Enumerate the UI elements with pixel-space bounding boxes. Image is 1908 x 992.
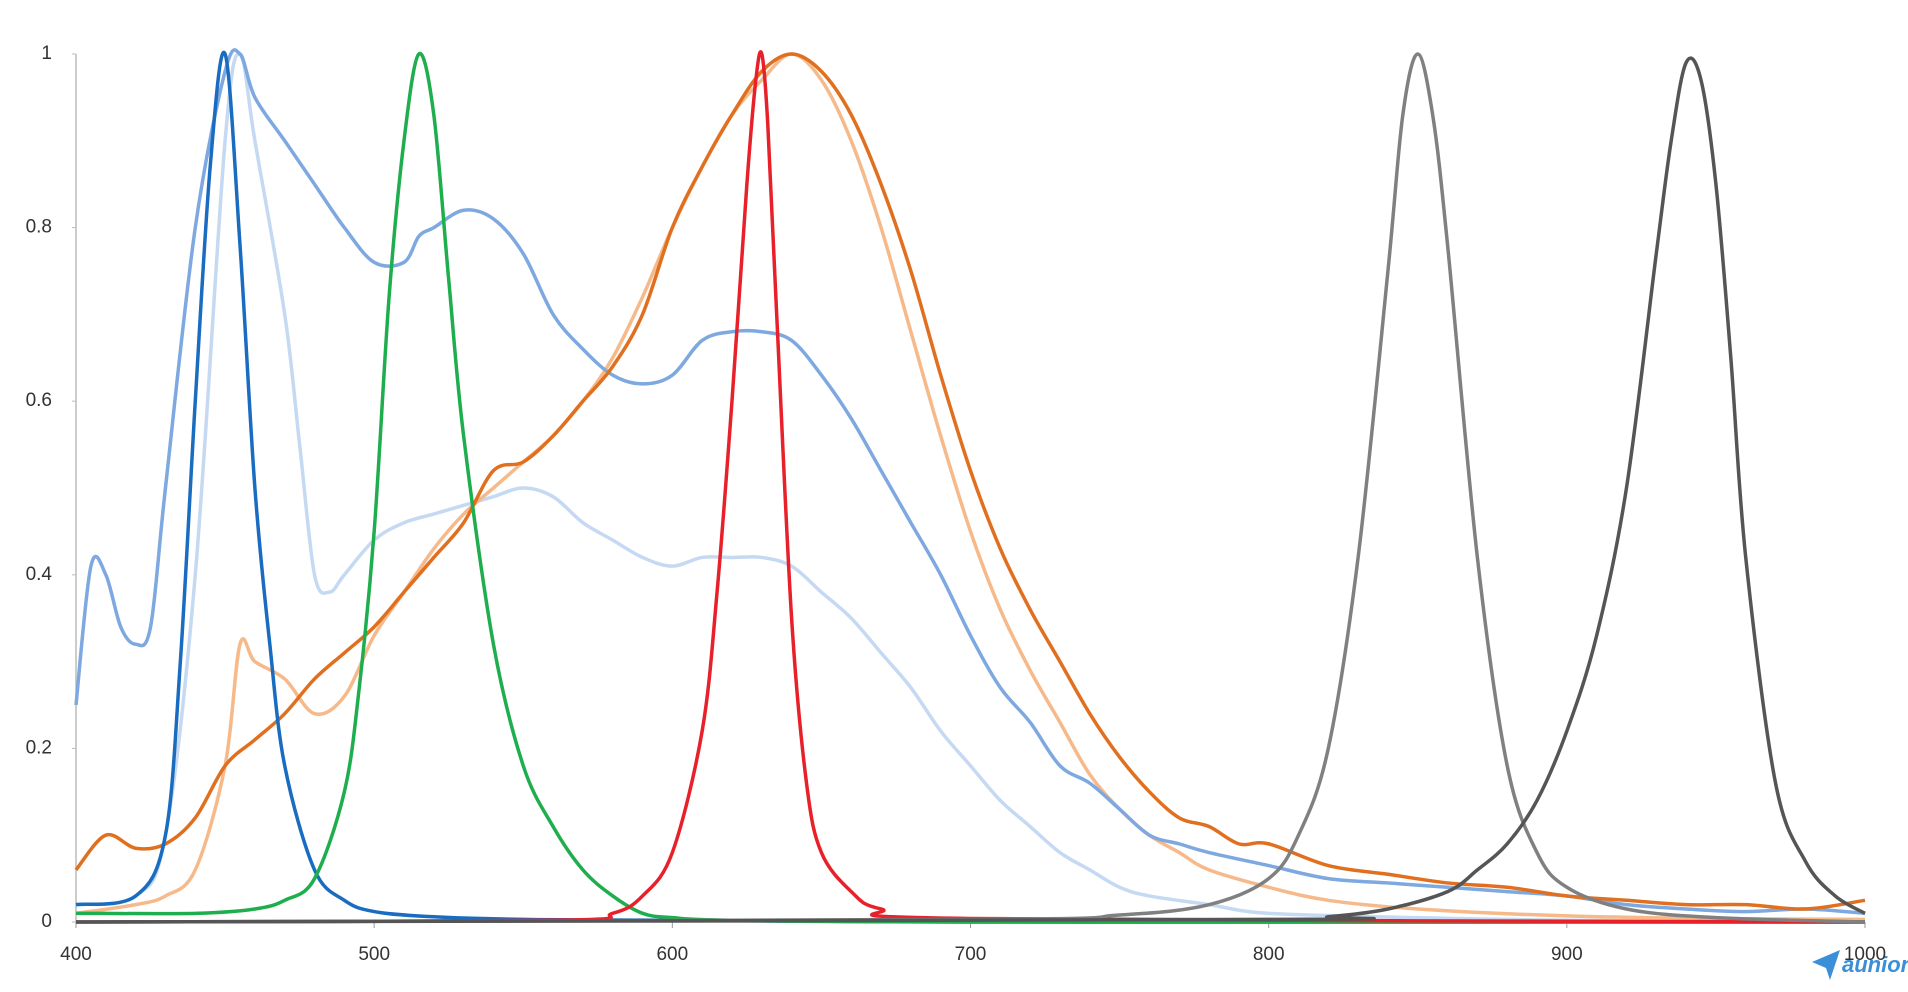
series-line — [75, 56, 1866, 924]
x-tick-label: 700 — [955, 944, 987, 965]
y-tick-label: 0.8 — [26, 217, 52, 238]
y-tick-label: 1 — [41, 43, 52, 64]
series-line — [75, 52, 1866, 924]
x-tick-label: 400 — [60, 944, 92, 965]
series-line — [75, 51, 1866, 924]
logo-text: aunion — [1842, 952, 1908, 977]
logo: aunion — [1812, 950, 1908, 980]
series-line — [74, 48, 1866, 916]
y-tick-label: 0.2 — [26, 737, 52, 758]
logo-icon — [1812, 950, 1840, 980]
series-line — [74, 52, 1866, 911]
x-tick-label: 600 — [656, 944, 688, 965]
y-tick-label: 0 — [41, 911, 52, 932]
series-line — [75, 52, 1866, 924]
series-line — [75, 52, 1866, 922]
x-tick-label: 500 — [358, 944, 390, 965]
y-tick-label: 0.6 — [26, 390, 52, 411]
series-line — [75, 50, 1866, 924]
x-tick-label: 800 — [1253, 944, 1285, 965]
x-tick-label: 1000 — [1844, 944, 1886, 965]
x-tick-label: 900 — [1551, 944, 1583, 965]
y-tick-label: 0.4 — [26, 564, 53, 585]
